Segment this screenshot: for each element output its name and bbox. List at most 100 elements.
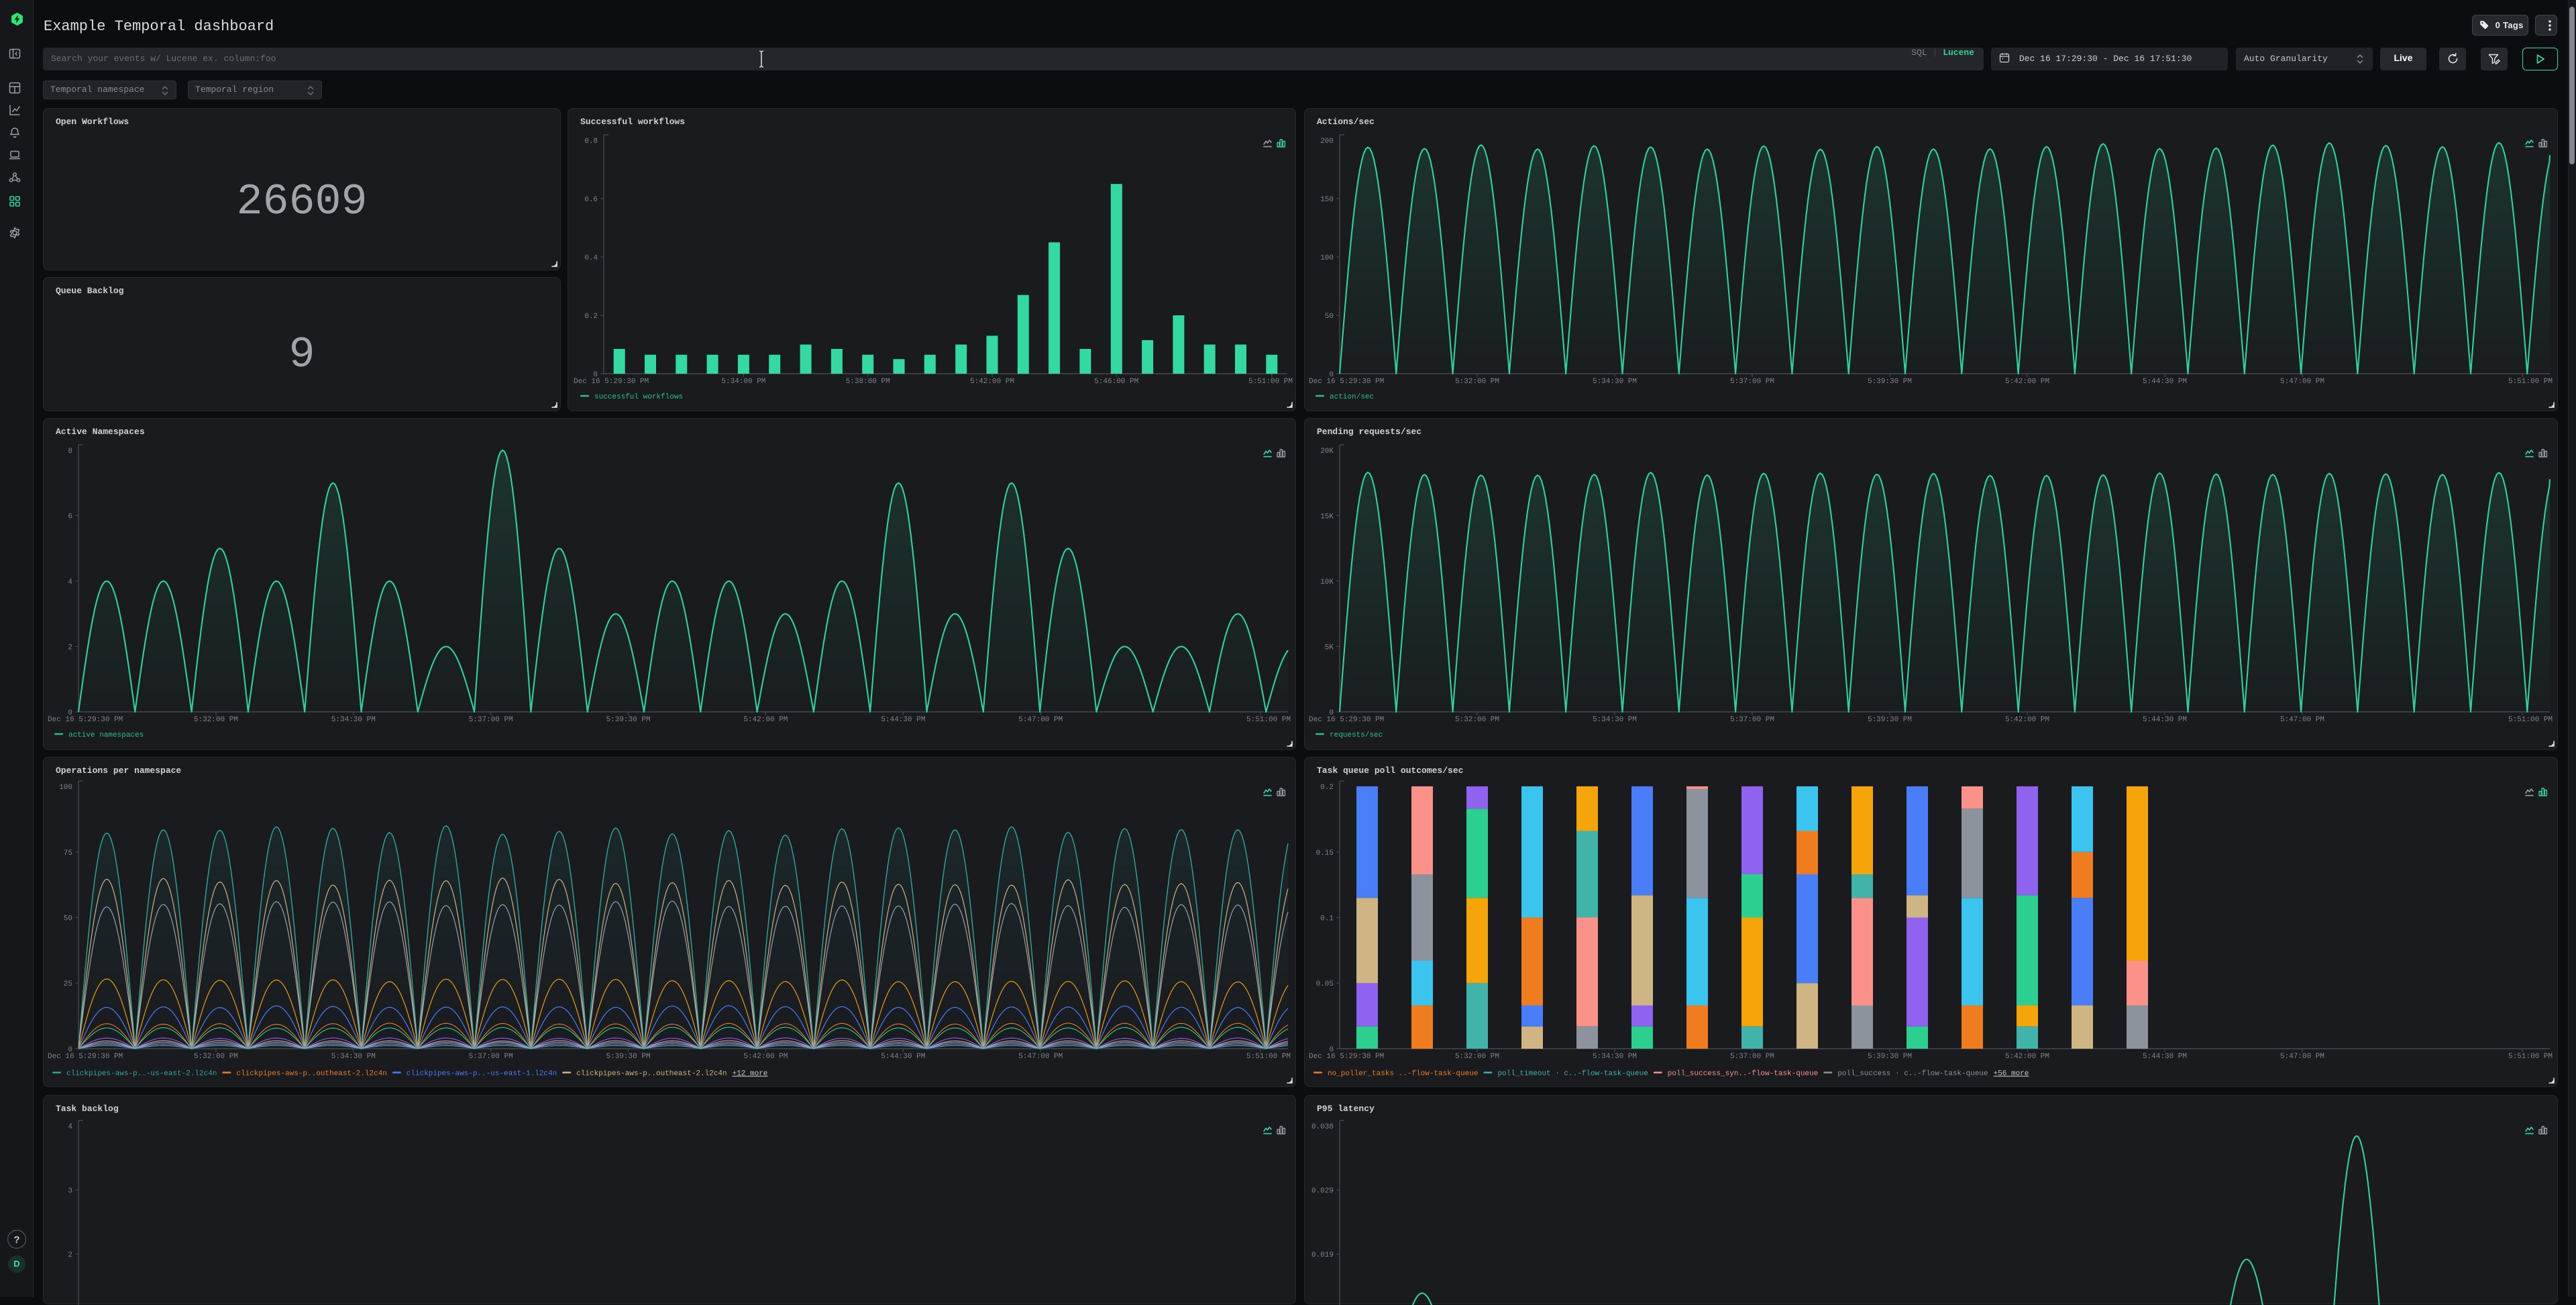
svg-text:5:34:30 PM: 5:34:30 PM — [1593, 1053, 1637, 1061]
svg-text:no_poller_tasks ..-flow-task-q: no_poller_tasks ..-flow-task-queue — [1328, 1070, 1478, 1078]
svg-text:0: 0 — [1329, 709, 1334, 717]
svg-text:150: 150 — [1320, 196, 1334, 204]
svg-text:?: ? — [13, 1235, 19, 1246]
svg-text:0.6: 0.6 — [584, 196, 598, 204]
svg-text:poll_success · c..-flow-task-q: poll_success · c..-flow-task-queue — [1837, 1070, 1988, 1078]
svg-text:15K: 15K — [1320, 513, 1334, 521]
svg-text:0.029: 0.029 — [1311, 1188, 1334, 1196]
svg-text:50: 50 — [1325, 313, 1334, 321]
svg-text:5:34:30 PM: 5:34:30 PM — [331, 716, 376, 724]
svg-text:5:47:00 PM: 5:47:00 PM — [2280, 716, 2324, 724]
svg-text:5:47:00 PM: 5:47:00 PM — [1018, 716, 1063, 724]
svg-text:5:34:00 PM: 5:34:00 PM — [721, 378, 765, 386]
svg-text:0.4: 0.4 — [584, 254, 598, 262]
svg-text:Dec 16 5:29:30 PM: Dec 16 5:29:30 PM — [1309, 378, 1384, 386]
svg-text:5:42:00 PM: 5:42:00 PM — [2005, 378, 2049, 386]
svg-text:5:42:00 PM: 5:42:00 PM — [743, 1053, 788, 1061]
svg-text:0.15: 0.15 — [1316, 849, 1334, 857]
svg-text:5:32:00 PM: 5:32:00 PM — [194, 716, 238, 724]
svg-text:20K: 20K — [1320, 448, 1334, 456]
svg-text:0.2: 0.2 — [584, 313, 598, 321]
svg-text:0: 0 — [1329, 1046, 1334, 1054]
svg-text:5:44:30 PM: 5:44:30 PM — [2143, 378, 2187, 386]
svg-text:Dec 16 5:29:30 PM: Dec 16 5:29:30 PM — [48, 716, 123, 724]
svg-text:5:51:00 PM: 5:51:00 PM — [2508, 716, 2553, 724]
svg-text:5:44:30 PM: 5:44:30 PM — [2143, 1053, 2187, 1061]
svg-text:5:44:30 PM: 5:44:30 PM — [2143, 716, 2187, 724]
svg-text:100: 100 — [59, 784, 72, 792]
svg-text:0.2: 0.2 — [1320, 784, 1334, 792]
svg-text:0: 0 — [68, 1046, 72, 1054]
svg-text:0.038: 0.038 — [1311, 1123, 1334, 1131]
svg-text:50: 50 — [64, 915, 72, 923]
svg-text:0.1: 0.1 — [1320, 915, 1334, 923]
svg-text:clickpipes-aws-p..outheast-2.l: clickpipes-aws-p..outheast-2.l2c4n — [576, 1070, 727, 1078]
svg-text:5:42:00 PM: 5:42:00 PM — [743, 716, 788, 724]
svg-text:poll_success_syn..-flow-task-q: poll_success_syn..-flow-task-queue — [1668, 1070, 1818, 1078]
svg-text:3: 3 — [68, 1188, 72, 1196]
svg-text:0.019: 0.019 — [1311, 1251, 1334, 1259]
svg-text:active namespaces: active namespaces — [68, 731, 144, 739]
svg-text:0.05: 0.05 — [1316, 980, 1334, 988]
svg-text:10K: 10K — [1320, 578, 1334, 586]
svg-text:5:51:00 PM: 5:51:00 PM — [1246, 1053, 1291, 1061]
svg-text:5:47:00 PM: 5:47:00 PM — [2280, 1053, 2324, 1061]
svg-text:5K: 5K — [1325, 644, 1334, 652]
svg-text:5:39:30 PM: 5:39:30 PM — [606, 1053, 650, 1061]
svg-text:5:47:00 PM: 5:47:00 PM — [1018, 1053, 1063, 1061]
svg-text:6: 6 — [68, 513, 72, 521]
svg-text:2: 2 — [68, 1251, 72, 1259]
svg-text:2: 2 — [68, 644, 72, 652]
svg-text:5:34:30 PM: 5:34:30 PM — [1593, 716, 1637, 724]
svg-text:5:44:30 PM: 5:44:30 PM — [881, 1053, 925, 1061]
svg-text:100: 100 — [1320, 254, 1334, 262]
svg-text:5:37:00 PM: 5:37:00 PM — [469, 1053, 513, 1061]
svg-text:5:47:00 PM: 5:47:00 PM — [2280, 378, 2324, 386]
svg-text:5:51:00 PM: 5:51:00 PM — [1248, 378, 1293, 386]
svg-text:5:32:00 PM: 5:32:00 PM — [1455, 378, 1499, 386]
svg-text:0: 0 — [68, 709, 72, 717]
svg-text:75: 75 — [64, 849, 72, 857]
svg-text:5:39:30 PM: 5:39:30 PM — [606, 716, 650, 724]
svg-text:Dec 16 5:29:30 PM: Dec 16 5:29:30 PM — [1309, 716, 1384, 724]
svg-text:25: 25 — [64, 980, 72, 988]
svg-text:clickpipes-aws-p..-us-east-1.l: clickpipes-aws-p..-us-east-1.l2c4n — [407, 1070, 557, 1078]
svg-text:5:39:30 PM: 5:39:30 PM — [1868, 1053, 1912, 1061]
svg-text:4: 4 — [68, 1123, 72, 1131]
svg-text:poll_timeout · c..-flow-task-q: poll_timeout · c..-flow-task-queue — [1497, 1070, 1648, 1078]
svg-text:clickpipes-aws-p..outheast-2.l: clickpipes-aws-p..outheast-2.l2c4n — [236, 1070, 386, 1078]
svg-text:0.8: 0.8 — [584, 138, 598, 146]
svg-text:Dec 16 5:29:30 PM: Dec 16 5:29:30 PM — [1309, 1053, 1384, 1061]
svg-text:0: 0 — [593, 371, 598, 379]
svg-text:clickpipes-aws-p..-us-east-2.l: clickpipes-aws-p..-us-east-2.l2c4n — [66, 1070, 217, 1078]
svg-text:5:38:00 PM: 5:38:00 PM — [846, 378, 890, 386]
svg-text:5:42:00 PM: 5:42:00 PM — [970, 378, 1014, 386]
svg-text:5:37:00 PM: 5:37:00 PM — [1730, 1053, 1774, 1061]
svg-text:0: 0 — [1329, 371, 1334, 379]
svg-text:8: 8 — [68, 448, 72, 456]
svg-text:5:51:00 PM: 5:51:00 PM — [2508, 1053, 2553, 1061]
svg-text:Dec 16 5:29:30 PM: Dec 16 5:29:30 PM — [48, 1053, 123, 1061]
svg-text:5:39:30 PM: 5:39:30 PM — [1868, 716, 1912, 724]
svg-text:5:37:00 PM: 5:37:00 PM — [1730, 716, 1774, 724]
svg-text:5:32:00 PM: 5:32:00 PM — [194, 1053, 238, 1061]
svg-text:5:39:30 PM: 5:39:30 PM — [1868, 378, 1912, 386]
svg-text:5:32:00 PM: 5:32:00 PM — [1455, 716, 1499, 724]
svg-text:5:51:00 PM: 5:51:00 PM — [1246, 716, 1291, 724]
svg-text:+12 more: +12 more — [733, 1070, 768, 1078]
svg-text:5:51:00 PM: 5:51:00 PM — [2508, 378, 2553, 386]
svg-text:5:42:00 PM: 5:42:00 PM — [2005, 716, 2049, 724]
svg-text:successful workflows: successful workflows — [594, 393, 683, 401]
svg-text:action/sec: action/sec — [1330, 393, 1374, 401]
svg-text:4: 4 — [68, 578, 72, 586]
svg-text:5:34:30 PM: 5:34:30 PM — [331, 1053, 376, 1061]
svg-text:5:44:30 PM: 5:44:30 PM — [881, 716, 925, 724]
svg-text:Dec 16 5:29:30 PM: Dec 16 5:29:30 PM — [574, 378, 649, 386]
svg-text:requests/sec: requests/sec — [1330, 731, 1383, 739]
svg-text:5:37:00 PM: 5:37:00 PM — [1730, 378, 1774, 386]
svg-text:5:46:00 PM: 5:46:00 PM — [1094, 378, 1138, 386]
svg-text:5:32:00 PM: 5:32:00 PM — [1455, 1053, 1499, 1061]
svg-text:5:37:00 PM: 5:37:00 PM — [469, 716, 513, 724]
svg-text:+56 more: +56 more — [1994, 1070, 2029, 1078]
svg-text:5:34:30 PM: 5:34:30 PM — [1593, 378, 1637, 386]
